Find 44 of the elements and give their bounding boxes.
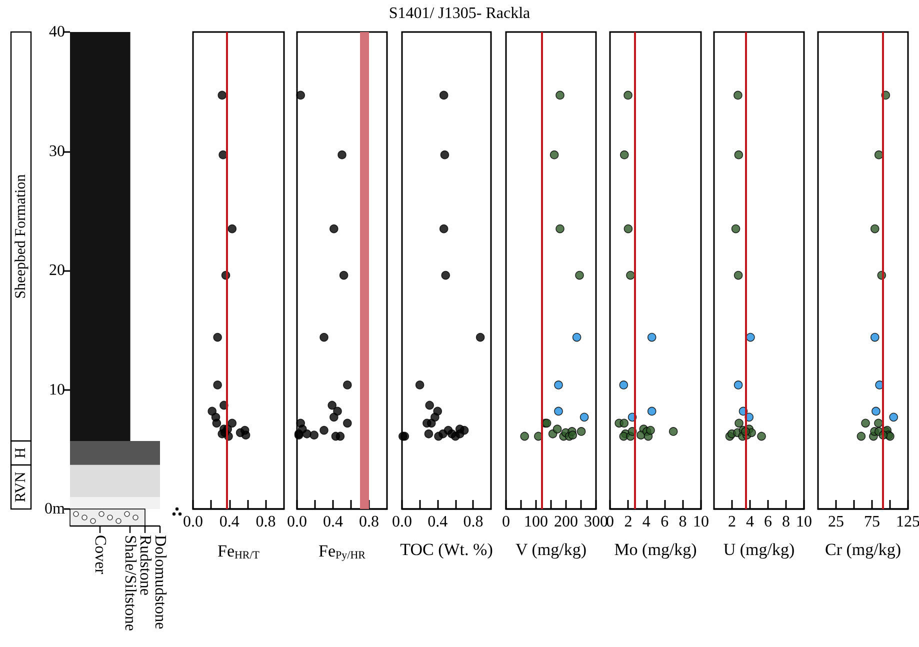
text: H xyxy=(13,447,29,458)
y-tick-label: 0m xyxy=(44,500,66,518)
x-tick-label: 0.4 xyxy=(219,514,240,530)
x-tick-label: 0.8 xyxy=(256,514,276,530)
x-tick-label: 25 xyxy=(828,514,844,530)
x-tick-label: 8 xyxy=(678,514,687,530)
x-tick-label: 125 xyxy=(896,514,919,530)
x-tick-label: 6 xyxy=(660,514,669,530)
x-axis-title: Cr (mg/kg) xyxy=(824,540,902,559)
y-tick-label: 20 xyxy=(49,262,65,279)
text: Cover xyxy=(92,535,108,575)
y-tick-label: 40 xyxy=(49,24,65,40)
text: Sheepbed Formation xyxy=(13,174,29,299)
x-tick-label: 300 xyxy=(584,514,608,530)
x-tick-label: 75 xyxy=(864,514,880,530)
x-tick-label: 0.0 xyxy=(287,514,307,530)
x-tick-label: 4 xyxy=(746,514,754,530)
x-tick-label: 6 xyxy=(764,514,772,530)
x-tick-label: 0.8 xyxy=(359,514,379,530)
x-tick-label: 2 xyxy=(624,514,632,530)
x-tick-label: 0 xyxy=(502,514,510,530)
x-tick-label: 10 xyxy=(796,514,812,530)
text: RVN xyxy=(13,472,29,502)
x-tick-label: 8 xyxy=(782,514,790,530)
y-tick-label: 10 xyxy=(49,381,65,398)
text: Shale/Siltstone xyxy=(122,535,138,631)
x-axis-title: U (mg/kg) xyxy=(723,540,795,559)
x-axis-title: Mo (mg/kg) xyxy=(614,540,697,559)
x-axis-title: V (mg/kg) xyxy=(516,540,586,559)
x-tick-label: 0.8 xyxy=(463,514,484,530)
x-tick-label: 4 xyxy=(642,514,650,530)
x-tick-label: 0.0 xyxy=(392,514,412,530)
x-tick-label: 10 xyxy=(693,514,709,530)
text: Rudstone xyxy=(136,535,154,596)
y-tick-label: 30 xyxy=(49,142,65,160)
x-tick-label: 0.0 xyxy=(183,514,203,530)
x-axis-title: TOC (Wt. %) xyxy=(400,540,493,559)
x-tick-label: 200 xyxy=(554,514,578,530)
text: Dolomudstone xyxy=(152,535,168,630)
x-tick-label: 0.4 xyxy=(323,514,343,530)
x-tick-label: 0.4 xyxy=(428,514,448,530)
chart-title: S1401/ J1305- Rackla xyxy=(388,5,532,23)
x-tick-label: 100 xyxy=(524,514,548,530)
x-tick-label: 2 xyxy=(728,514,736,530)
